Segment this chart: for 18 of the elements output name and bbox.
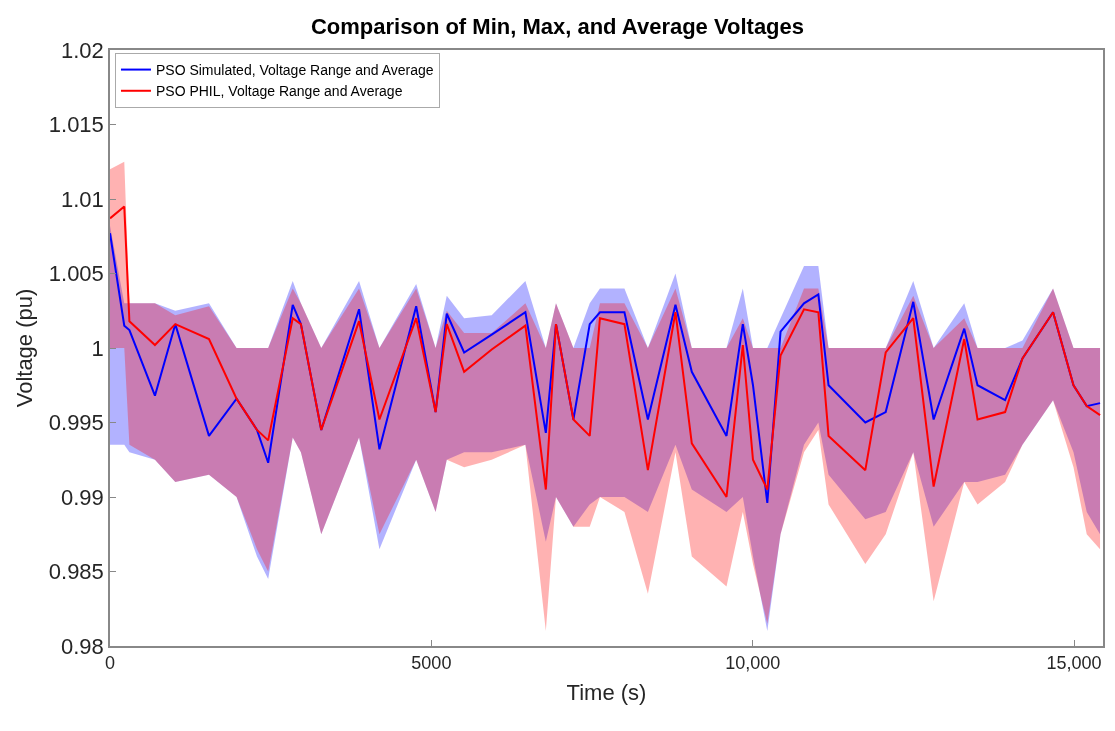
- y-tick-label: 1.02: [61, 37, 104, 63]
- x-tick-label: 10,000: [725, 653, 781, 674]
- y-tick-label: 1.01: [61, 186, 104, 212]
- y-axis-title: Voltage (pu): [12, 288, 38, 408]
- x-tick-label: 0: [104, 653, 116, 674]
- y-tick-label: 0.995: [48, 410, 104, 436]
- y-tick-label: 1.015: [48, 112, 104, 138]
- x-axis-title: Time (s): [566, 679, 647, 705]
- y-tick-label: 1.005: [48, 261, 104, 287]
- y-tick-label: 1: [91, 335, 104, 361]
- y-tick-label: 0.98: [61, 633, 104, 659]
- x-tick-label: 15,000: [1046, 653, 1102, 674]
- chart-title: Comparison of Min, Max, and Average Voltages: [310, 13, 805, 39]
- legend-label: PSO Simulated, Voltage Range and Average: [155, 62, 434, 79]
- legend-label: PSO PHIL, Voltage Range and Average: [155, 83, 403, 100]
- y-tick-label: 0.99: [61, 484, 104, 510]
- x-tick-label: 5000: [411, 653, 452, 674]
- y-tick-label: 0.985: [48, 559, 104, 585]
